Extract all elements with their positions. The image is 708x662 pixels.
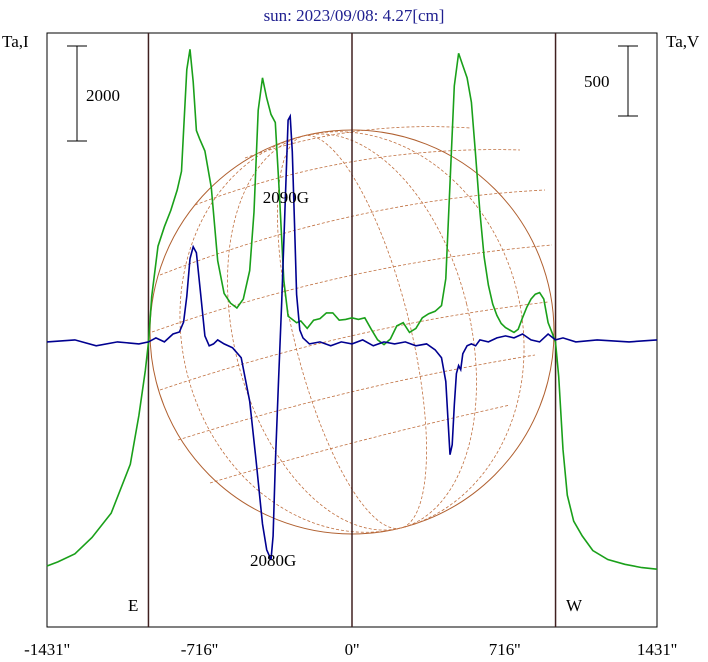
annotations: 2090G 2080G: [250, 188, 309, 570]
scale-bar-left: [67, 45, 87, 142]
x-tick-label-1: -716'': [181, 640, 218, 659]
x-tick-label-0: -1431'': [24, 640, 70, 659]
annotation-1: 2080G: [250, 551, 296, 570]
left-axis-label: Ta,I: [2, 32, 29, 51]
scale-bar-right-label: 500: [584, 72, 610, 91]
annotation-0: 2090G: [263, 188, 309, 207]
limb-and-center-lines: [147, 33, 557, 627]
series-line-polarization: [46, 113, 658, 561]
right-axis-label: Ta,V: [666, 32, 700, 51]
x-tick-label-2: 0'': [345, 640, 360, 659]
scale-bar-left-label: 2000: [86, 86, 120, 105]
series-line-intensity: [46, 49, 658, 570]
west-limb-label: W: [566, 596, 583, 615]
chart-title: sun: 2023/09/08: 4.27[cm]: [264, 6, 445, 25]
x-tick-label-4: 1431'': [637, 640, 677, 659]
x-tick-label-3: 716'': [489, 640, 521, 659]
scale-bar-right: [618, 45, 638, 117]
x-tick-labels: -1431'' -716'' 0'' 716'' 1431'': [24, 640, 677, 659]
east-limb-label: E: [128, 596, 138, 615]
